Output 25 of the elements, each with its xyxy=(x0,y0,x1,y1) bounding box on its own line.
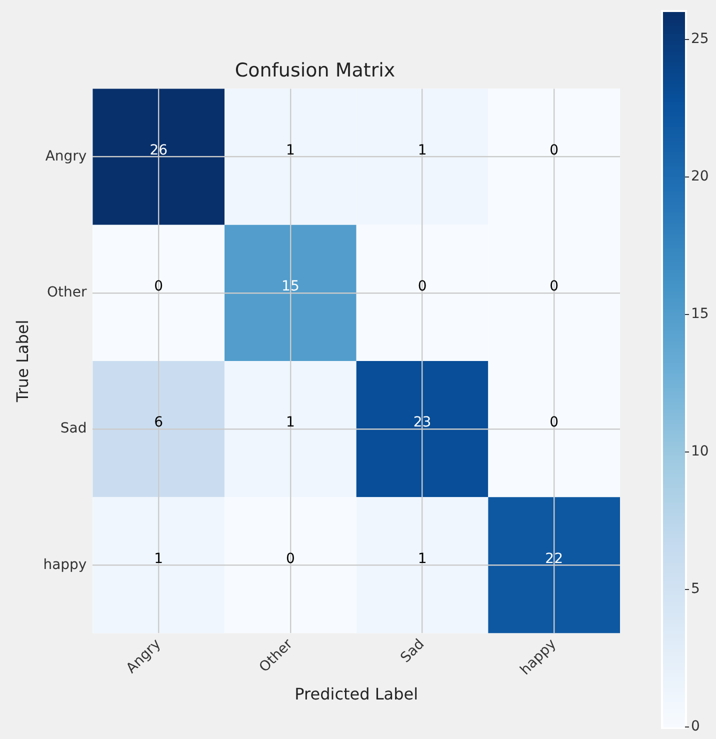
data-label: 0 xyxy=(550,142,559,158)
data-label: 0 xyxy=(154,278,164,295)
color-bar-label: 25 xyxy=(691,31,709,48)
color-bar-label: 15 xyxy=(691,306,709,322)
data-label: 1 xyxy=(286,142,295,158)
y-tick-label: happy xyxy=(43,556,87,573)
color-bar-label: 20 xyxy=(691,168,709,185)
x-axis-title: Predicted Label xyxy=(294,684,418,704)
data-label: 0 xyxy=(550,414,559,431)
color-bar-label: 5 xyxy=(691,581,700,598)
data-label: 1 xyxy=(418,142,427,158)
data-label: 1 xyxy=(286,414,295,431)
data-label: 1 xyxy=(418,550,427,567)
data-label: 0 xyxy=(550,278,559,295)
color-bar-label: 0 xyxy=(691,718,700,735)
y-axis-title: True Label xyxy=(12,320,32,404)
data-label: 0 xyxy=(286,550,295,567)
y-tick-label: Other xyxy=(46,284,87,301)
data-label: 6 xyxy=(154,414,164,431)
y-tick-label: Sad xyxy=(60,420,87,437)
y-tick-label: Angry xyxy=(45,148,87,164)
data-label: 0 xyxy=(418,278,427,295)
chart-title: Confusion Matrix xyxy=(234,59,396,82)
color-bar-label: 10 xyxy=(691,444,709,460)
data-label: 1 xyxy=(154,550,164,567)
